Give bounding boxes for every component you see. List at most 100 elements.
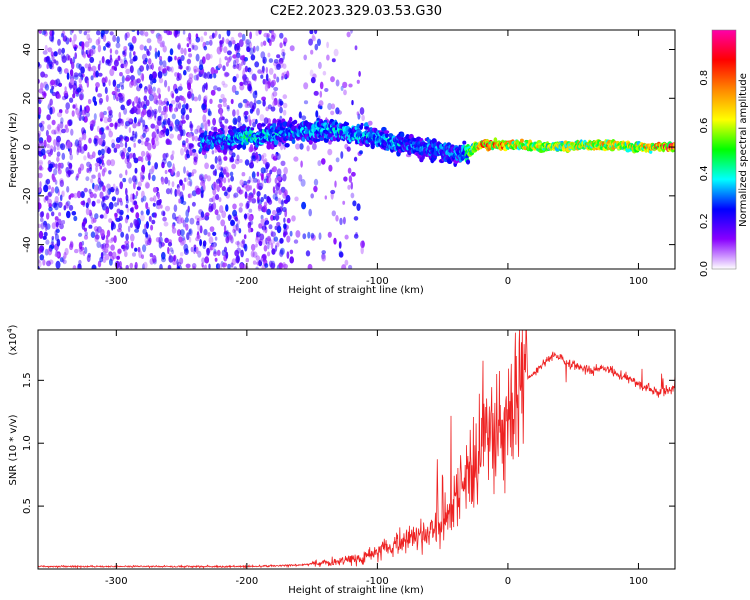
noise-cell xyxy=(234,119,237,125)
noise-cell xyxy=(179,229,185,237)
noise-cell xyxy=(252,121,257,128)
noise-cell xyxy=(313,178,319,186)
noise-cell xyxy=(300,160,303,168)
noise-cell xyxy=(93,113,97,121)
noise-cell xyxy=(94,213,99,220)
noise-cell xyxy=(59,202,63,207)
noise-cell xyxy=(102,242,107,251)
noise-cell xyxy=(159,232,163,237)
noise-cell xyxy=(309,69,314,77)
noise-cell xyxy=(137,139,142,144)
noise-cell xyxy=(262,40,267,46)
noise-cell xyxy=(264,220,270,225)
noise-cell xyxy=(217,63,223,69)
noise-cell xyxy=(222,83,228,88)
noise-cell xyxy=(94,234,100,240)
noise-cell xyxy=(191,93,195,101)
noise-cell xyxy=(74,139,80,147)
noise-cell xyxy=(169,126,173,132)
noise-cell xyxy=(180,148,184,156)
noise-cell xyxy=(335,79,340,87)
noise-cell xyxy=(163,221,169,227)
noise-cell xyxy=(127,146,132,153)
noise-cell xyxy=(281,199,284,208)
noise-cell xyxy=(49,34,53,41)
spectrogram-frame xyxy=(37,29,676,270)
noise-cell xyxy=(209,39,213,46)
noise-cell xyxy=(278,197,282,204)
noise-cell xyxy=(78,259,82,265)
noise-cell xyxy=(100,244,104,249)
noise-cell xyxy=(97,44,102,53)
noise-cell xyxy=(158,93,162,100)
noise-cell xyxy=(313,185,318,193)
noise-cell xyxy=(97,149,102,156)
noise-cell xyxy=(87,98,92,105)
noise-cell xyxy=(72,104,76,109)
noise-cell xyxy=(54,233,59,242)
noise-cell xyxy=(129,262,134,269)
noise-cell xyxy=(48,206,53,212)
noise-cell xyxy=(246,200,250,209)
noise-cell xyxy=(99,214,104,219)
noise-cell xyxy=(218,98,223,103)
noise-cell xyxy=(272,186,276,194)
noise-cell xyxy=(44,223,48,232)
noise-cell xyxy=(177,64,181,70)
noise-cell xyxy=(193,96,199,102)
noise-cell xyxy=(39,254,45,261)
noise-cell xyxy=(276,54,281,59)
noise-cell xyxy=(79,93,84,101)
noise-cell xyxy=(113,202,118,208)
noise-cell xyxy=(55,221,59,228)
noise-cell xyxy=(266,195,271,203)
noise-cell xyxy=(224,56,228,61)
noise-cell xyxy=(178,102,182,110)
noise-cell xyxy=(133,157,139,164)
noise-cell xyxy=(91,45,96,50)
noise-cell xyxy=(190,126,193,132)
noise-cell xyxy=(217,263,223,269)
noise-cell xyxy=(219,205,224,214)
noise-cell xyxy=(265,66,268,74)
noise-cell xyxy=(182,30,186,35)
noise-cell xyxy=(214,69,219,74)
noise-cell xyxy=(200,36,204,43)
noise-cell xyxy=(114,122,118,128)
noise-cell xyxy=(191,190,197,197)
noise-cell xyxy=(359,150,363,155)
noise-cell xyxy=(188,228,193,237)
noise-cell xyxy=(187,205,190,213)
noise-cell xyxy=(171,181,175,188)
noise-cell xyxy=(206,247,210,256)
noise-cell xyxy=(38,140,44,146)
noise-cell xyxy=(247,179,251,184)
noise-cell xyxy=(78,232,83,237)
noise-cell xyxy=(176,258,179,267)
noise-cell xyxy=(195,187,201,195)
noise-cell xyxy=(149,253,154,258)
ridge-cell xyxy=(400,132,405,138)
noise-cell xyxy=(191,44,195,50)
noise-cell xyxy=(251,198,257,204)
noise-cell xyxy=(324,195,327,200)
noise-cell xyxy=(348,175,353,183)
noise-cell xyxy=(142,133,146,138)
noise-cell xyxy=(146,239,152,246)
noise-cell xyxy=(83,155,87,161)
noise-cell xyxy=(109,31,114,36)
noise-cell xyxy=(59,194,63,202)
noise-cell xyxy=(283,217,286,223)
noise-cell xyxy=(230,219,235,227)
noise-cell xyxy=(55,260,61,269)
ridge-cell xyxy=(462,140,467,145)
noise-cell xyxy=(263,117,269,125)
noise-cell xyxy=(74,52,77,60)
noise-cell xyxy=(235,64,240,69)
noise-cell xyxy=(109,122,114,128)
noise-cell xyxy=(235,241,240,246)
noise-cell xyxy=(261,65,265,74)
noise-cell xyxy=(248,227,251,233)
noise-cell xyxy=(239,202,244,207)
noise-cell xyxy=(145,202,149,210)
